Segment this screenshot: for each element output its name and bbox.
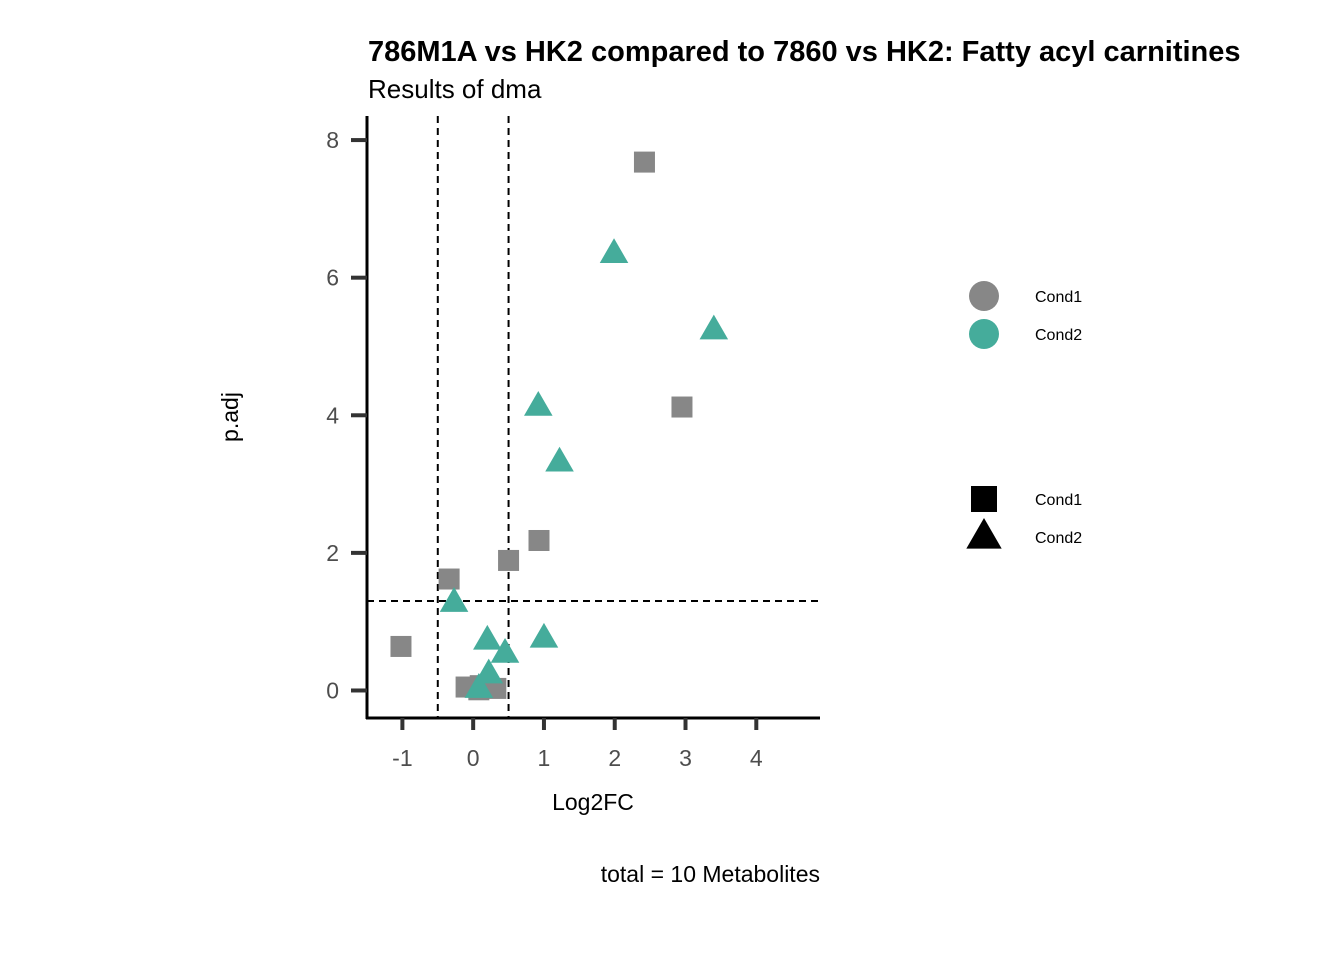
- y-tick-label: 4: [326, 402, 339, 428]
- y-tick-label: 8: [326, 127, 339, 153]
- x-tick-label: 3: [679, 745, 692, 771]
- legend-shape-label: Cond2: [1035, 530, 1082, 547]
- point-cond2-9: [474, 658, 504, 684]
- point-cond2-3: [524, 390, 553, 416]
- x-tick-label: -1: [392, 745, 412, 771]
- chart-title: 786M1A vs HK2 compared to 7860 vs HK2: F…: [368, 36, 1241, 68]
- legend-shape-key: [971, 486, 997, 512]
- point-cond2-7: [529, 622, 559, 648]
- shape-legend: Cond1 Cond2: [966, 486, 1082, 549]
- legend-color-key: [969, 281, 999, 311]
- point-cond2-8: [490, 637, 520, 663]
- point-cond1-3: [528, 529, 550, 551]
- point-cond2-4: [545, 446, 574, 472]
- x-axis-title: Log2FC: [552, 789, 634, 815]
- point-cond1-5: [438, 568, 460, 590]
- data-points: [390, 151, 729, 701]
- point-cond2-6: [473, 624, 502, 650]
- point-cond1-1: [633, 151, 655, 173]
- point-cond2-2: [699, 314, 729, 340]
- legend-shape-key: [966, 517, 1002, 549]
- point-cond1-2: [671, 396, 693, 418]
- y-axis-ticks: 0 2 4 6 8: [326, 127, 367, 703]
- color-legend: Cond1 Cond2: [969, 281, 1082, 349]
- x-tick-label: 1: [538, 745, 551, 771]
- point-cond2-10: [464, 673, 494, 698]
- legend-color-label: Cond1: [1035, 289, 1082, 306]
- x-axis-ticks: -1 0 1 2 3 4: [392, 718, 763, 771]
- x-tick-label: 0: [467, 745, 480, 771]
- y-tick-label: 6: [326, 265, 339, 291]
- y-tick-label: 2: [326, 540, 339, 566]
- legend-color-label: Cond2: [1035, 327, 1082, 344]
- y-tick-label: 0: [326, 677, 339, 703]
- legend-shape-label: Cond1: [1035, 492, 1082, 509]
- chart-caption: total = 10 Metabolites: [601, 861, 820, 887]
- x-tick-label: 4: [750, 745, 763, 771]
- point-cond2-1: [599, 238, 629, 264]
- point-cond2-5: [439, 587, 469, 612]
- chart-subtitle: Results of dma: [368, 74, 542, 104]
- point-cond1-4: [498, 549, 520, 571]
- legend-color-key: [969, 319, 999, 349]
- point-cond1-6: [390, 635, 412, 657]
- threshold-lines: [367, 116, 820, 718]
- y-axis-title: p.adj: [217, 392, 243, 442]
- x-tick-label: 2: [608, 745, 621, 771]
